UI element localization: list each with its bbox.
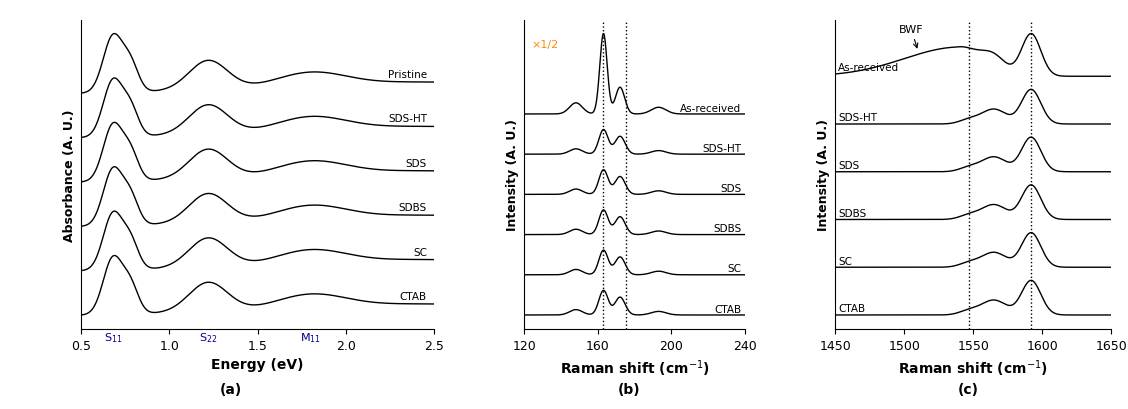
Y-axis label: Intensity (A. U.): Intensity (A. U.)	[506, 119, 519, 231]
X-axis label: Raman shift (cm$^{-1}$): Raman shift (cm$^{-1}$)	[898, 357, 1048, 378]
Text: S$_{11}$: S$_{11}$	[104, 330, 122, 344]
Text: SDBS: SDBS	[398, 203, 426, 213]
X-axis label: Energy (eV): Energy (eV)	[211, 357, 303, 371]
Text: BWF: BWF	[899, 25, 924, 49]
Text: CTAB: CTAB	[714, 304, 741, 314]
Text: ×1/2: ×1/2	[531, 40, 559, 50]
Text: Pristine: Pristine	[388, 70, 426, 80]
Text: SC: SC	[838, 256, 853, 266]
X-axis label: Raman shift (cm$^{-1}$): Raman shift (cm$^{-1}$)	[559, 357, 710, 378]
Text: M$_{11}$: M$_{11}$	[300, 330, 321, 344]
Text: SDBS: SDBS	[838, 209, 866, 218]
Text: As-received: As-received	[838, 63, 899, 73]
Text: SDS: SDS	[838, 161, 860, 171]
Text: SC: SC	[413, 247, 426, 257]
Text: (a): (a)	[220, 382, 243, 396]
Text: CTAB: CTAB	[399, 291, 426, 301]
Text: S$_{22}$: S$_{22}$	[199, 330, 218, 344]
Text: SDS: SDS	[406, 158, 426, 169]
Text: (b): (b)	[618, 382, 641, 396]
Text: SDBS: SDBS	[713, 224, 741, 234]
Text: SDS: SDS	[720, 184, 741, 193]
Text: SDS-HT: SDS-HT	[838, 113, 878, 123]
Text: CTAB: CTAB	[838, 303, 865, 314]
Text: As-received: As-received	[680, 103, 741, 113]
Y-axis label: Intensity (A. U.): Intensity (A. U.)	[817, 119, 830, 231]
Text: SDS-HT: SDS-HT	[703, 144, 741, 153]
Text: SDS-HT: SDS-HT	[388, 114, 426, 124]
Y-axis label: Absorbance (A. U.): Absorbance (A. U.)	[63, 109, 76, 241]
Text: SC: SC	[728, 264, 741, 274]
Text: (c): (c)	[958, 382, 978, 396]
